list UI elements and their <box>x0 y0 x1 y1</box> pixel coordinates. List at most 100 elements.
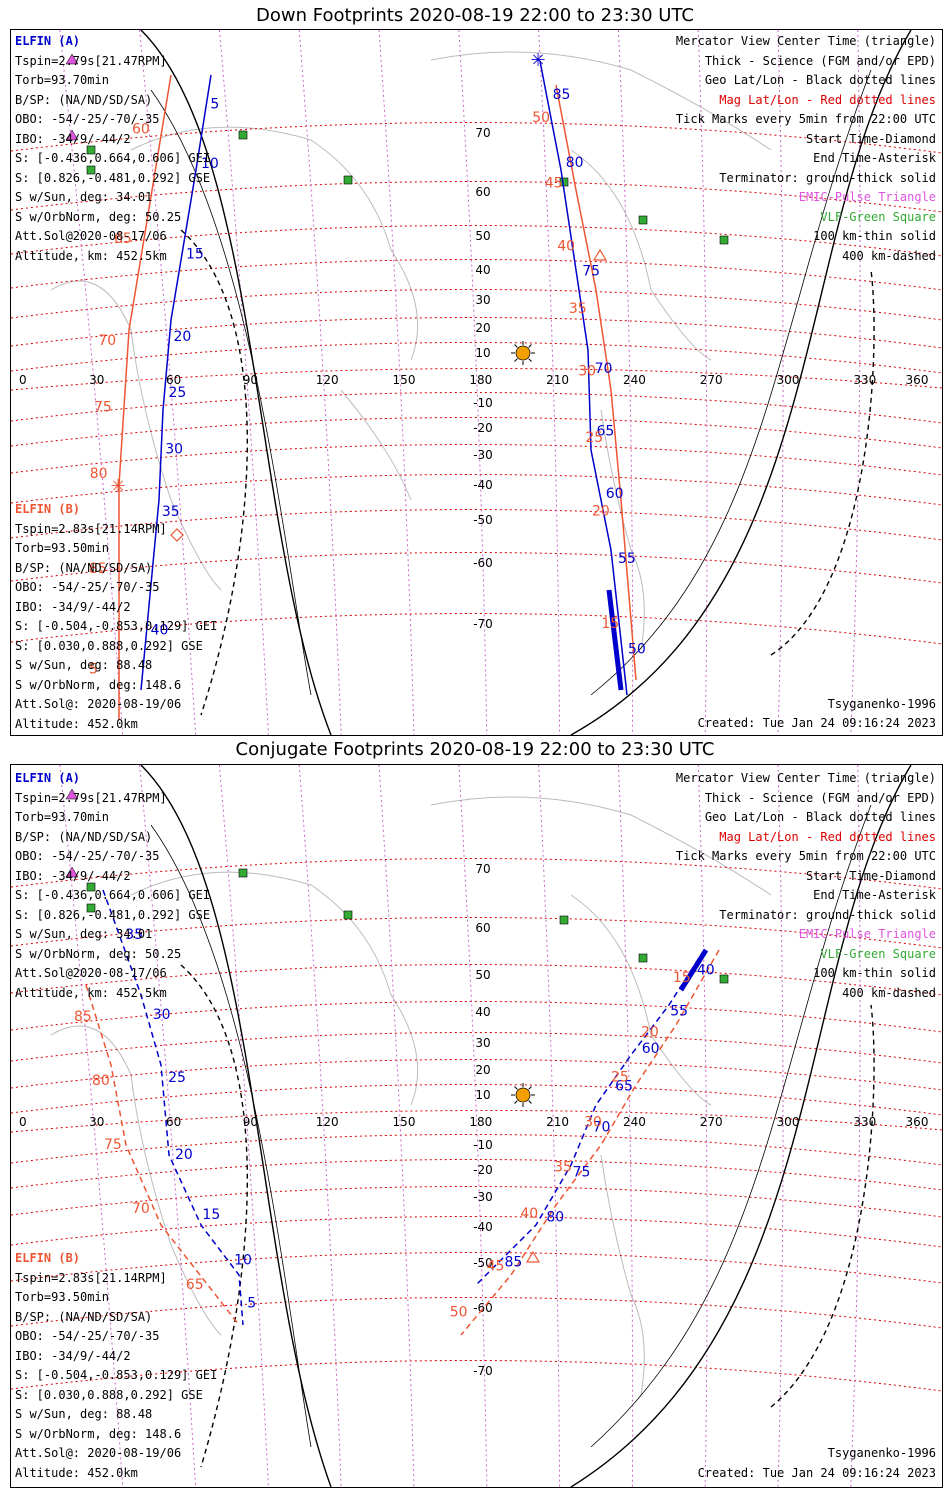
mag-lat-line <box>11 391 942 424</box>
elfin-b-tick-label: 70 <box>98 333 116 349</box>
elfin-a-line: Altitude, km: 452.5km <box>15 985 167 1000</box>
elfin-a-tick-label: 40 <box>697 963 715 979</box>
elfin-b-line: Att.Sol@: 2020-08-19/06 <box>15 697 182 711</box>
elfin-b-line: S: [0.030,0.888,0.292] GSE <box>15 1387 203 1402</box>
elfin-b-track <box>85 984 240 1326</box>
elfin-a-line: S w/Sun, deg: 34.01 <box>15 190 153 204</box>
elfin-a-line: B/SP: (NA/ND/SD/SA) <box>15 829 153 844</box>
terminator-100km-line <box>590 69 872 696</box>
legend-item: 400 km-dashed <box>842 248 936 263</box>
elfin-a-line: Att.Sol@2020-08-17/06 <box>15 229 167 243</box>
coastline <box>340 389 412 501</box>
mag-lat-line <box>11 224 942 257</box>
elfin-a-line: S: [0.826,-0.481,0.292] GSE <box>15 170 211 185</box>
elfin-b-line: S w/Sun, deg: 88.48 <box>15 658 153 672</box>
elfin-a-tick-label: 55 <box>670 1003 688 1019</box>
elfin-b-line: Altitude: 452.0km <box>15 716 138 731</box>
sun-ray <box>514 344 518 348</box>
down-title: Down Footprints 2020-08-19 22:00 to 23:3… <box>256 5 694 26</box>
elfin-a-track <box>539 60 628 696</box>
legend: Mercator View Center Time (triangle) Thi… <box>676 769 936 1003</box>
mag-lat-line <box>11 857 942 890</box>
elfin-a-tick-label: 65 <box>596 423 614 439</box>
coastline <box>600 1154 645 1396</box>
elfin-a-tick-label: 30 <box>153 1007 171 1023</box>
mag-lat-line <box>11 1251 942 1284</box>
elfin-a-tick-label: 15 <box>186 246 204 262</box>
elfin-a-line: S: [-0.436,0.664,0.606] GEI <box>15 888 211 902</box>
lon-tick-label: 90 <box>243 1115 258 1129</box>
elfin-b-tick-label: 80 <box>90 466 108 482</box>
elfin-b-line: S w/OrbNorm, deg: 148.6 <box>15 1426 182 1441</box>
terminator-100km-line <box>150 89 312 696</box>
mag-lat-line <box>11 1215 942 1248</box>
legend-item: EMIC-Pulse Triangle <box>798 927 936 941</box>
mag-lat-line <box>11 963 942 996</box>
elfin-a-line: IBO: -34/9/-44/2 <box>15 131 131 146</box>
elfin-b-tick-label: 15 <box>673 970 691 986</box>
geo-meridian <box>617 765 634 1487</box>
elfin-a-line: Tspin=2.79s[21.47RPM] <box>15 53 167 68</box>
down-panel: 0 30 60 90 120 150 180 210 240 270 300 330 360 70 60 50… <box>10 29 943 736</box>
center-time-triangle-icon <box>525 1250 541 1263</box>
lon-tick-label: 270 <box>700 373 723 387</box>
elfin-a-tick-label: 40 <box>151 623 169 639</box>
elfin-a-tick-label: 20 <box>174 329 192 345</box>
elfin-b-tick-label: 45 <box>545 175 563 191</box>
lat-tick-label: 60 <box>475 185 490 199</box>
geo-meridian <box>139 765 197 1487</box>
coastline <box>130 871 419 1106</box>
lon-tick-label: 180 <box>469 1115 492 1129</box>
lon-tick-label: 0 <box>19 373 27 387</box>
lat-tick-label: -40 <box>473 478 493 492</box>
lon-tick-label: 180 <box>469 373 492 387</box>
mag-lat-line <box>11 258 942 291</box>
sun-ray <box>514 1086 518 1090</box>
lat-tick-label: -30 <box>473 448 493 462</box>
vlf-square-icon <box>86 882 96 892</box>
elfin-a-tick-label: 85 <box>505 1255 523 1271</box>
lat-tick-label: 20 <box>475 321 490 335</box>
elfin-b-header: ELFIN (B) <box>15 502 81 516</box>
elfin-b-tick-label: 45 <box>487 1258 505 1274</box>
elfin-b-tick-label: 65 <box>186 1277 204 1293</box>
elfin-b-tick-label: 30 <box>584 1115 602 1131</box>
elfin-a-track <box>140 74 212 691</box>
emic-pulse-triangle-icon <box>65 129 79 141</box>
lat-tick-label: 70 <box>475 126 490 140</box>
lat-tick-label: 10 <box>475 1088 490 1102</box>
legend-item: Tick Marks every 5min from 22:00 UTC <box>675 112 936 126</box>
elfin-a-tick-label: 10 <box>234 1253 252 1269</box>
vlf-square-icon <box>238 868 248 878</box>
elfin-b-line: S: [-0.504,-0.853,0.129] GEI <box>15 619 218 633</box>
elfin-b-tick-label: 35 <box>554 1160 572 1176</box>
elfin-b-line: Torb=93.50min <box>15 541 109 555</box>
elfin-a-track <box>475 949 705 1286</box>
lat-tick-label: -10 <box>473 396 493 410</box>
coastline <box>130 126 419 361</box>
lat-tick-label: -70 <box>473 617 493 631</box>
mag-lat-line <box>11 1359 942 1392</box>
mag-lat-line <box>11 1058 942 1091</box>
vlf-square-icon <box>86 165 96 175</box>
elfin-b-info: ELFIN (B) Tspin=2.83s[21.14RPM] Torb=93.… <box>15 500 217 734</box>
geo-meridian <box>298 30 342 735</box>
mag-lat-line <box>11 1031 942 1064</box>
sun-ray <box>528 358 532 362</box>
conj-map: 0 30 60 90 120 150 180 210 240 270 300 330 360 70 60 50… <box>11 765 942 1487</box>
legend-item: Terminator: ground-thick solid <box>719 170 936 185</box>
elfin-b-info: ELFIN (B) Tspin=2.83s[21.14RPM] Torb=93.… <box>15 1249 217 1483</box>
start-time-diamond-icon <box>170 528 184 542</box>
geo-meridian <box>850 30 861 735</box>
geo-meridian <box>538 30 561 735</box>
geo-meridian <box>218 30 269 735</box>
elfin-b-tick-label: 50 <box>450 1305 468 1321</box>
lon-tick-label: 150 <box>393 1115 416 1129</box>
mag-lat-line <box>11 1109 942 1133</box>
geo-meridian <box>850 765 861 1487</box>
vlf-square-icon <box>343 910 353 920</box>
elfin-b-tick-label: 80 <box>92 1073 110 1089</box>
geo-meridian <box>538 765 561 1487</box>
elfin-b-tick-label: 60 <box>132 122 150 138</box>
elfin-a-line: S: [-0.436,0.664,0.606] GEI <box>15 151 211 165</box>
